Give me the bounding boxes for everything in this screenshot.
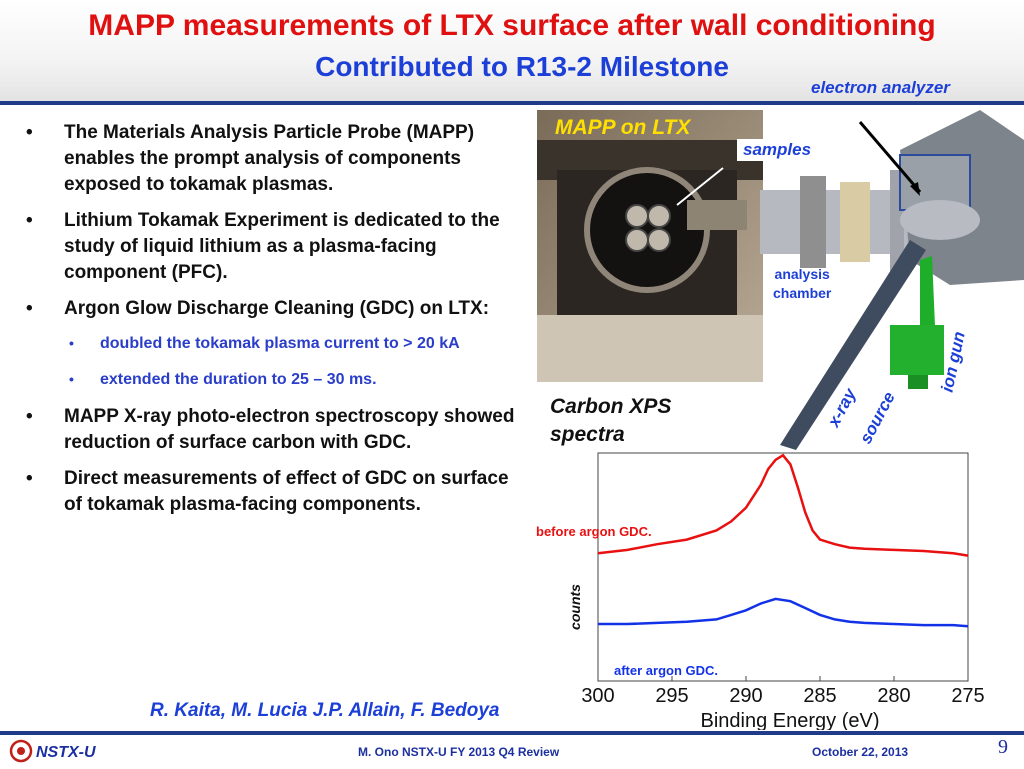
bullet-item: • Argon Glow Discharge Cleaning (GDC) on … [24, 296, 524, 322]
header-rule [0, 101, 1024, 105]
x-tick-label: 280 [877, 685, 910, 707]
bullet-item: • The Materials Analysis Particle Probe (… [24, 120, 524, 198]
mapp-on-ltx-label: MAPP on LTX [555, 116, 691, 139]
plot-frame [597, 452, 969, 682]
tick-layer: 300 295 290 285 280 275 [581, 676, 985, 707]
arrow-head [910, 182, 920, 196]
bullet-dot: • [26, 122, 33, 143]
bullet-dot: • [26, 298, 33, 319]
x-tick-label: 295 [655, 685, 688, 707]
authors-credit: R. Kaita, M. Lucia J.P. Allain, F. Bedoy… [150, 700, 500, 721]
carbon-xps-line1: Carbon XPS [550, 395, 672, 418]
xray-source-tube [780, 240, 926, 450]
after-gdc-annotation: after argon GDC. [614, 663, 718, 678]
x-tick-label: 290 [729, 685, 762, 707]
apparatus-diagram [760, 110, 1024, 450]
bullet-dot: • [69, 371, 74, 387]
series-layer [597, 453, 969, 628]
footer-rule [0, 731, 1024, 735]
bullet-text: Direct measurements of effect of GDC on … [64, 468, 509, 515]
bullet-dot: • [26, 468, 33, 489]
ion-gun-body [890, 325, 944, 375]
bullet-text: MAPP X-ray photo-electron spectroscopy s… [64, 406, 515, 453]
analysis-label-line2: chamber [773, 285, 832, 301]
y-axis-label: counts [567, 584, 583, 630]
footer-center-text: M. Ono NSTX-U FY 2013 Q4 Review [358, 745, 560, 759]
after-gdc-series-line [598, 597, 969, 628]
bullet-dot: • [26, 406, 33, 427]
x-tick-label: 285 [803, 685, 836, 707]
footer-date: October 22, 2013 [812, 745, 909, 759]
nstx-logo-mark: NSTX-U [9, 739, 96, 763]
bullet-text: The Materials Analysis Particle Probe (M… [64, 122, 475, 195]
nstx-logo: NSTX-U [8, 738, 116, 764]
slide-title: MAPP measurements of LTX surface after w… [88, 9, 936, 42]
bullet-dot: • [26, 210, 33, 231]
ion-gun-base [908, 375, 928, 389]
slide-header [0, 0, 1024, 104]
before-gdc-annotation: before argon GDC. [536, 524, 652, 539]
carbon-xps-label: Carbon XPS spectra [550, 393, 671, 449]
bullet-item: • Lithium Tokamak Experiment is dedicated… [24, 208, 524, 286]
x-axis-label: Binding Energy (eV) [701, 710, 880, 730]
mapp-photo [537, 110, 763, 382]
xps-chart: 300 295 290 285 280 275 Binding Energy (eV) c… [536, 452, 985, 730]
bullet-dot: • [69, 335, 74, 351]
flange-left [800, 176, 826, 268]
bullet-text: Lithium Tokamak Experiment is dedicated … [64, 210, 500, 283]
bullet-list: • The Materials Analysis Particle Probe (… [24, 120, 524, 528]
samples-label: samples [737, 139, 818, 161]
sub-bullet-item: • extended the duration to 25 – 30 ms. [24, 368, 524, 391]
before-gdc-series-line [597, 453, 969, 557]
analysis-label-line1: analysis [774, 266, 830, 282]
mapp-photo-drawing [537, 110, 763, 382]
analysis-chamber-label: analysis chamber [773, 265, 831, 303]
sample-stage [900, 200, 980, 240]
slide-subtitle: Contributed to R13-2 Milestone [315, 51, 729, 82]
bullet-item: • Direct measurements of effect of GDC on… [24, 466, 524, 518]
logo-text: NSTX-U [36, 744, 96, 761]
sub-bullet-text: extended the duration to 25 – 30 ms. [100, 371, 377, 388]
bullet-item: • MAPP X-ray photo-electron spectroscopy … [24, 404, 524, 456]
bullet-text: Argon Glow Discharge Cleaning (GDC) on L… [64, 298, 490, 319]
x-tick-label: 275 [951, 685, 984, 707]
flange-mid [840, 182, 870, 262]
carbon-xps-line2: spectra [550, 423, 625, 446]
sub-bullet-text: doubled the tokamak plasma current to > … [100, 335, 460, 352]
sub-bullet-item: • doubled the tokamak plasma current to >… [24, 332, 524, 355]
analyzer-pointer-arrow [858, 121, 922, 193]
x-tick-label: 300 [581, 685, 614, 707]
electron-analyzer-label: electron analyzer [811, 78, 950, 97]
page-number: 9 [998, 736, 1008, 758]
